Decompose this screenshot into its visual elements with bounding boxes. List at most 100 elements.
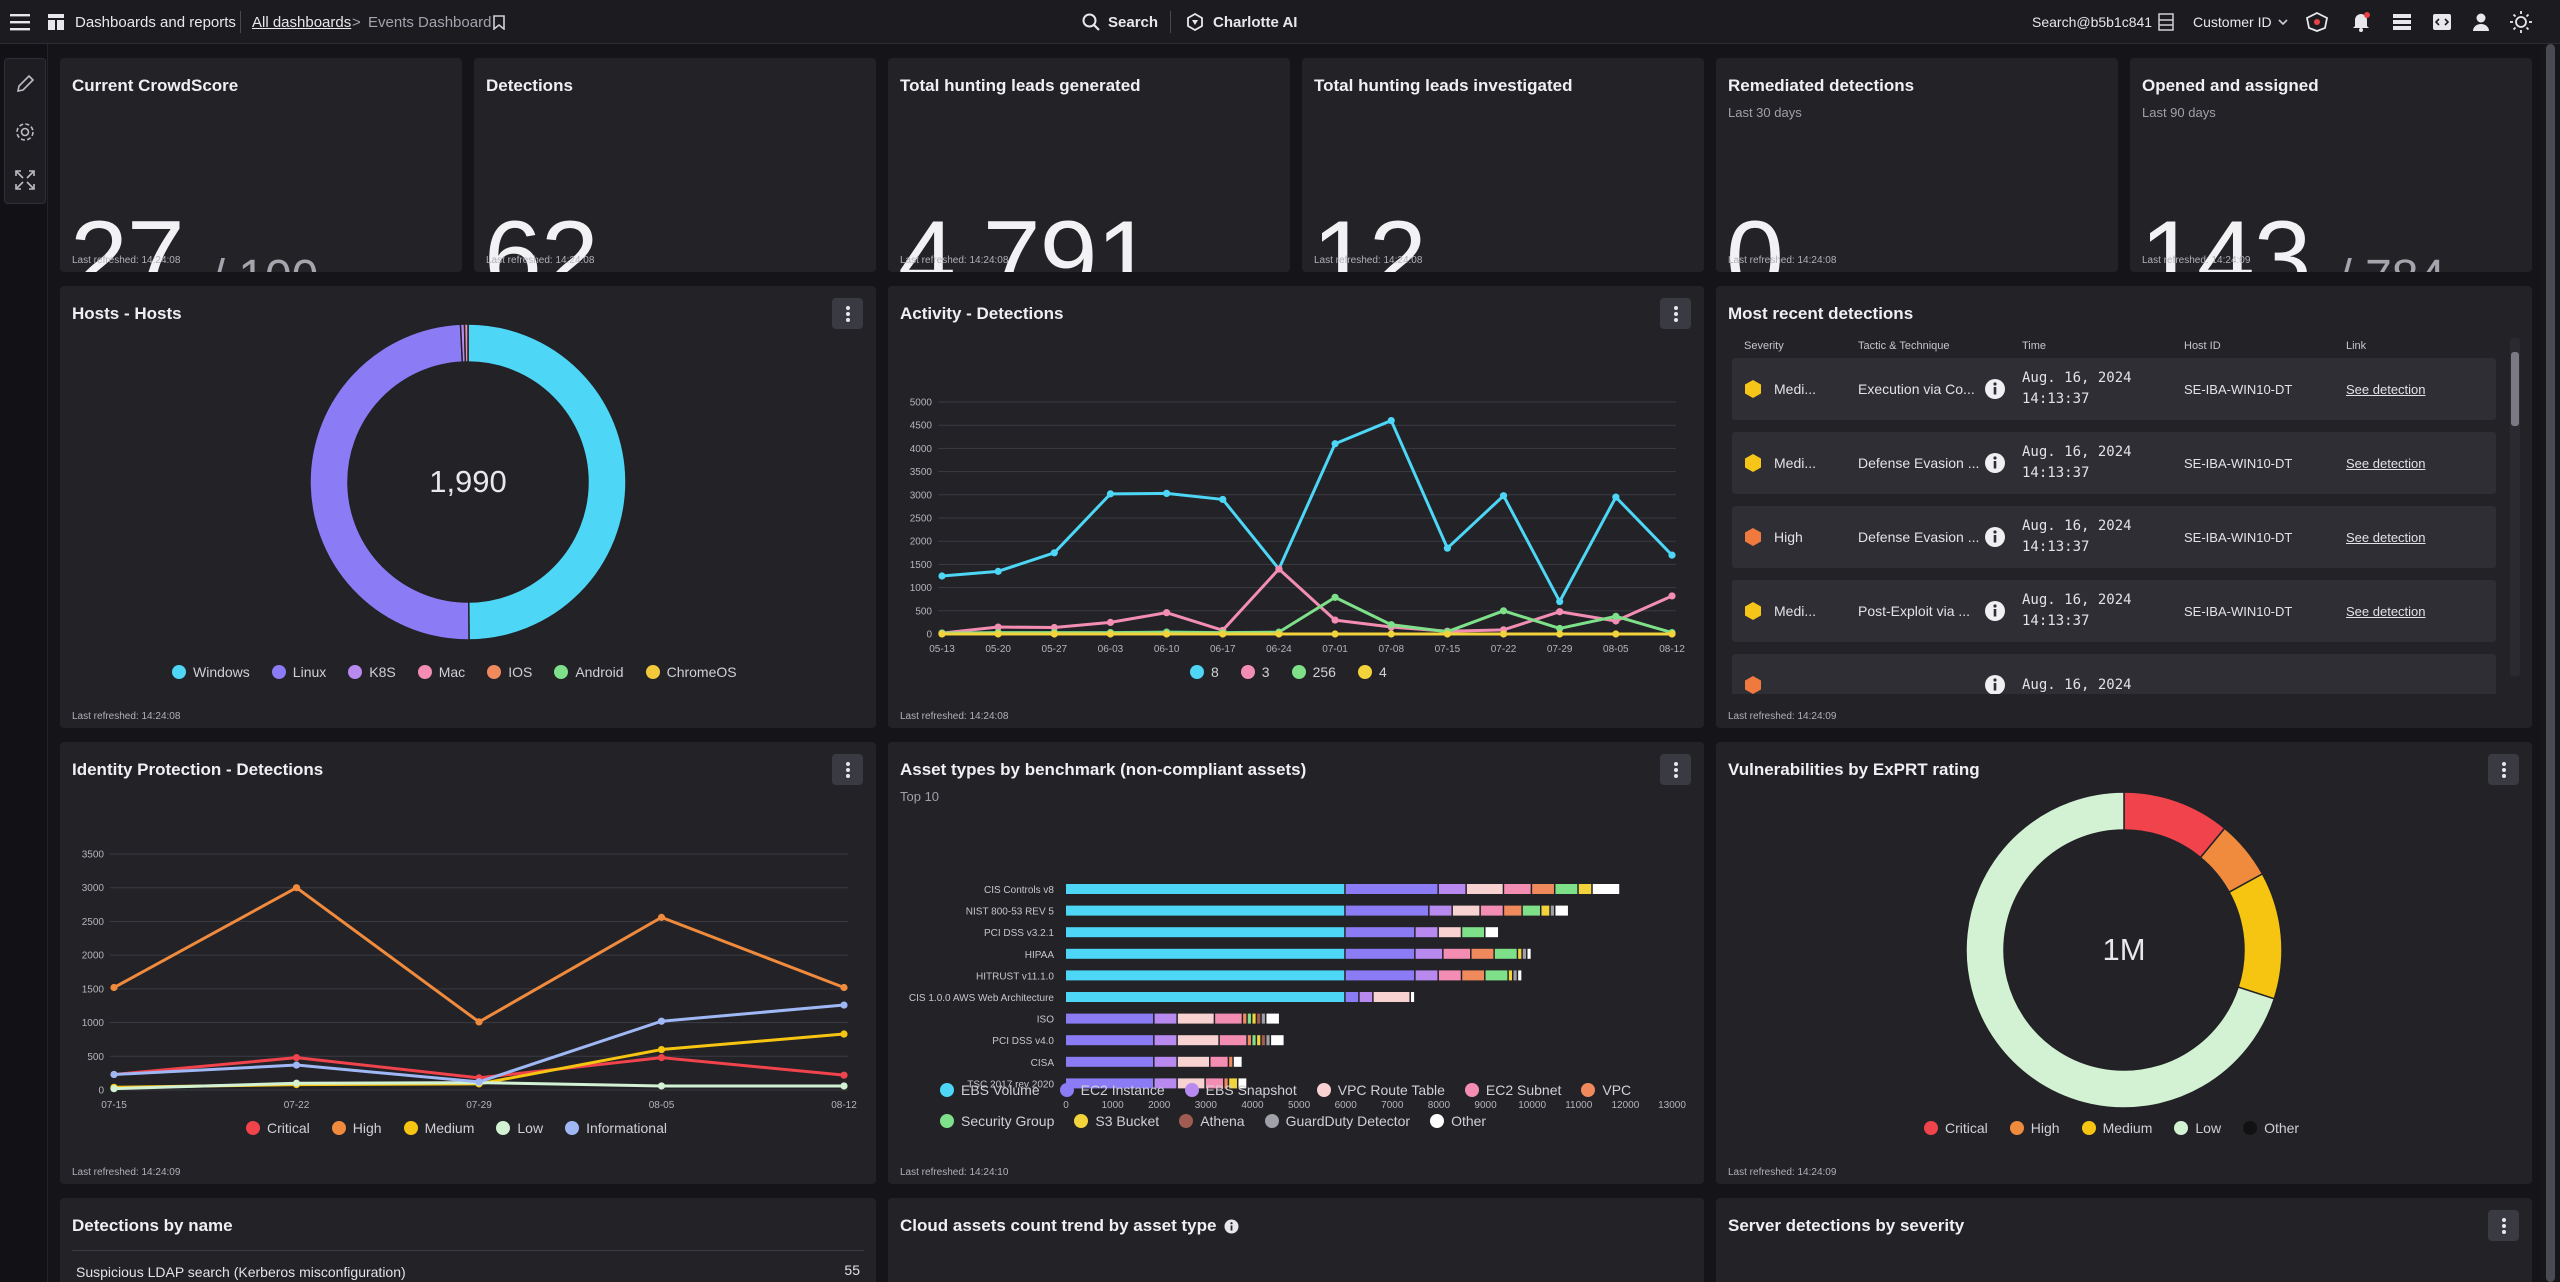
bar-segment-other[interactable] [1592,884,1620,894]
data-point-3[interactable] [1163,609,1171,617]
data-point-medium[interactable] [840,1030,848,1038]
data-point-256[interactable] [1499,607,1508,615]
tactic-info-button[interactable] [1984,358,2006,420]
bar-segment-ebs-volume[interactable] [1066,927,1345,938]
data-point-high[interactable] [110,983,118,992]
bar-segment-vpc[interactable] [1504,905,1522,916]
legend-item-critical[interactable]: Critical [246,1120,310,1136]
data-point-4[interactable] [1443,630,1451,638]
bar-segment-guardduty-detector[interactable] [1261,1013,1265,1024]
bar-segment-ec2-subnet[interactable] [1215,1013,1242,1024]
user-profile-button[interactable] [2472,0,2490,44]
bar-segment-guardduty-detector[interactable] [1266,1035,1270,1046]
bar-segment-vpc[interactable] [1471,948,1494,959]
data-point-informational[interactable] [475,1078,483,1086]
data-point-3[interactable] [1050,623,1058,632]
legend-item-linux[interactable]: Linux [271,664,326,680]
theme-toggle-button[interactable] [2510,0,2532,44]
bar-segment-vpc[interactable] [1462,970,1485,981]
legend-item-s3-bucket[interactable]: S3 Bucket [1074,1113,1159,1129]
page-scrollbar[interactable] [2542,44,2560,1282]
bar-segment-other[interactable] [1485,927,1499,938]
bar-segment-ec2-instance[interactable] [1345,948,1415,959]
customer-id-dropdown[interactable]: Customer ID [2193,0,2288,44]
data-point-low[interactable] [110,1085,118,1093]
bar-segment-other[interactable] [1238,1078,1247,1089]
bar-segment-ec2-instance[interactable] [1066,1035,1154,1046]
data-point-8[interactable] [1050,549,1058,557]
legend-item-ios[interactable]: IOS [487,664,532,680]
bar-segment-other[interactable] [1518,970,1522,981]
bar-segment-ec2-subnet[interactable] [1205,1078,1223,1089]
data-point-8[interactable] [1668,551,1676,559]
bar-segment-ebs-snapshot[interactable] [1154,1078,1177,1089]
legend-item-other[interactable]: Other [2243,1120,2299,1136]
data-point-256[interactable] [1556,624,1564,633]
legend-item-low[interactable]: Low [496,1120,543,1136]
card-menu-button[interactable] [832,298,863,329]
bar-segment-s3-bucket[interactable] [1541,905,1550,916]
data-point-medium[interactable] [657,1045,666,1054]
bar-segment-guardduty-detector[interactable] [1550,905,1554,916]
data-point-256[interactable] [1387,621,1395,629]
charlotte-ai-button[interactable]: Charlotte AI [1186,0,1297,44]
data-point-3[interactable] [1668,592,1676,600]
bar-segment-other[interactable] [1527,948,1531,959]
data-point-8[interactable] [938,572,946,580]
data-point-informational[interactable] [840,1001,848,1009]
data-point-3[interactable] [1331,616,1339,624]
bar-segment-other[interactable] [1555,905,1568,916]
detection-row[interactable]: Medi... Post-Exploit via ... Aug. 16, 20… [1732,580,2496,642]
bar-segment-vpc-route-table[interactable] [1177,1035,1219,1046]
bookmark-button[interactable] [493,0,505,44]
donut-slice-low[interactable] [1965,791,2276,1109]
legend-item-athena[interactable]: Athena [1179,1113,1245,1129]
bar-segment-security-group[interactable] [1247,1013,1251,1024]
bar-segment-vpc[interactable] [1532,884,1554,894]
legend-item-ebs-snapshot[interactable]: EBS Snapshot [1184,1082,1297,1098]
bar-segment-vpc-route-table[interactable] [1466,884,1503,894]
bar-segment-ec2-subnet[interactable] [1219,1035,1247,1046]
tactic-info-button[interactable] [1984,432,2006,494]
bar-segment-guardduty-detector[interactable] [1522,948,1526,959]
data-point-4[interactable] [994,630,1002,638]
legend-item-medium[interactable]: Medium [2081,1120,2152,1136]
bar-segment-ebs-snapshot[interactable] [1154,1035,1177,1046]
bar-segment-athena[interactable] [1261,1035,1265,1046]
menu-button[interactable] [10,0,30,44]
data-point-low[interactable] [657,1082,666,1090]
bar-segment-ebs-volume[interactable] [1066,970,1345,981]
data-point-informational[interactable] [110,1070,118,1079]
bar-segment-ec2-instance[interactable] [1066,1078,1154,1089]
data-point-high[interactable] [840,983,848,992]
bar-segment-security-group[interactable] [1494,948,1517,959]
bar-segment-ec2-instance[interactable] [1066,1013,1154,1024]
data-point-4[interactable] [1499,630,1508,638]
bar-segment-vpc-route-table[interactable] [1452,905,1480,916]
bar-segment-s3-bucket[interactable] [1229,1078,1237,1089]
bar-segment-ebs-volume[interactable] [1066,884,1345,894]
data-point-256[interactable] [1612,612,1620,620]
bar-segment-ebs-snapshot[interactable] [1415,927,1438,938]
data-point-8[interactable] [1443,544,1451,552]
bar-segment-s3-bucket[interactable] [1257,1035,1261,1046]
legend-item-android[interactable]: Android [554,664,624,680]
bar-segment-ec2-subnet[interactable] [1438,970,1461,981]
dashboard-settings-button[interactable] [5,109,45,155]
data-point-4[interactable] [938,630,946,638]
see-detection-link[interactable]: See detection [2346,529,2426,545]
legend-item-other[interactable]: Other [1430,1113,1486,1129]
detection-row[interactable]: Medi... Execution via Co... Aug. 16, 202… [1732,358,2496,420]
bar-segment-athena[interactable] [1257,1013,1261,1024]
data-point-critical[interactable] [840,1071,848,1079]
data-point-4[interactable] [1612,630,1620,638]
tactic-info-button[interactable] [1984,654,2006,694]
bar-segment-ec2-instance[interactable] [1066,1056,1154,1067]
bar-segment-vpc[interactable] [1243,1013,1247,1024]
col-header-time[interactable]: Time [2022,340,2047,352]
bar-segment-security-group[interactable] [1485,970,1508,981]
legend-item-guardduty-detector[interactable]: GuardDuty Detector [1264,1113,1410,1129]
legend-item-windows[interactable]: Windows [172,664,250,680]
edit-dashboard-button[interactable] [5,61,45,107]
series-line-8[interactable] [941,419,1674,604]
